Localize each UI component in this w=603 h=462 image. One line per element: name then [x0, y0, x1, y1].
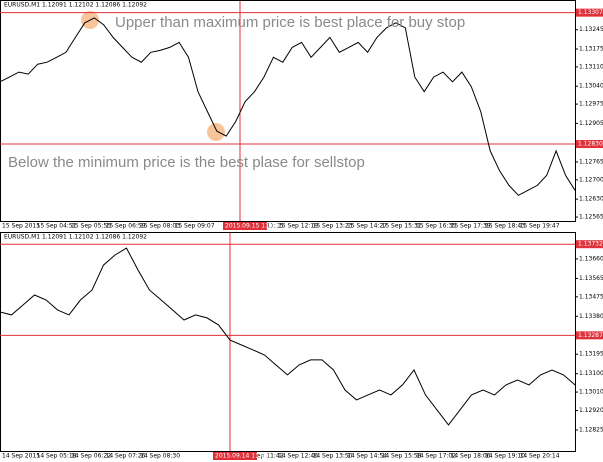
- chart-header: EURUSD,M1 1.12091 1.12102 1.12086 1.1209…: [4, 2, 147, 9]
- x-tick-label: 15 Sep 14:27: [347, 223, 387, 230]
- highlight-circle: [207, 123, 225, 141]
- x-tick-label: 14 Sep 13:50: [313, 453, 353, 460]
- x-tick-label: 15 Sep 2015: [2, 223, 40, 230]
- y-tick-label: 1.12630: [579, 196, 603, 203]
- annotation: Upper than maximum price is best place f…: [115, 14, 465, 31]
- y-tick-label: 1.13010: [579, 389, 603, 396]
- x-tick-label: 15 Sep 06:59: [106, 223, 146, 230]
- y-tick-label: 1.13110: [579, 63, 603, 70]
- x-tick-label: 14 Sep 06:22: [71, 453, 111, 460]
- level-label: 1.13287: [578, 332, 603, 339]
- annotation: Below the minimum price is the best plas…: [8, 154, 365, 171]
- x-tick-label: 15 Sep 08:03: [140, 223, 180, 230]
- x-tick-label: 14 Sep 19:10: [485, 453, 525, 460]
- x-tick-label: 15 Sep 18:43: [485, 223, 525, 230]
- x-tick-label: 14 Sep 11:42: [244, 453, 284, 460]
- x-tick-label: 14 Sep 15:58: [382, 453, 422, 460]
- x-tick-label: 15 Sep 04:51: [37, 223, 77, 230]
- x-tick-label: 14 Sep 2015: [2, 453, 40, 460]
- y-tick-label: 1.13100: [579, 370, 603, 377]
- x-tick-label: 15 Sep 16:35: [416, 223, 456, 230]
- y-tick-label: 1.13245: [579, 26, 603, 33]
- crosshair-label-bg: [223, 222, 267, 230]
- level-label: 1.12830: [578, 141, 603, 148]
- crosshair-label: 2015.09.14 11:00: [215, 453, 269, 460]
- y-tick-label: 1.13040: [579, 83, 603, 90]
- y-tick-label: 1.13565: [579, 275, 603, 282]
- x-tick-label: 14 Sep 14:54: [347, 453, 387, 460]
- y-tick-label: 1.12825: [579, 426, 603, 433]
- price-line: [0, 247, 576, 426]
- level-label-bg: [576, 240, 603, 249]
- y-tick-label: 1.13195: [579, 351, 603, 358]
- chart-frame: [0, 232, 576, 452]
- x-tick-label: 15 Sep 19:47: [520, 223, 560, 230]
- x-tick-label: 14 Sep 07:26: [106, 453, 146, 460]
- y-tick-label: 1.12765: [579, 158, 603, 165]
- y-tick-label: 1.12975: [579, 101, 603, 108]
- level-label-bg: [576, 331, 603, 340]
- chart-frame: [0, 0, 576, 222]
- y-tick-label: 1.13175: [579, 46, 603, 53]
- level-label-bg: [576, 140, 603, 149]
- x-tick-label: 14 Sep 12:46: [278, 453, 318, 460]
- x-tick-label: 15 Sep 15:31: [382, 223, 422, 230]
- x-tick-label: 14 Sep 18:06: [451, 453, 491, 460]
- price-line: [0, 17, 576, 196]
- x-tick-label: 14 Sep 20:14: [520, 453, 560, 460]
- x-tick-label: 14 Sep 05:18: [37, 453, 77, 460]
- y-tick-label: 1.12700: [579, 176, 603, 183]
- crosshair-label: 2015.09.15 11:00: [225, 223, 279, 230]
- x-tick-label: 15 Sep 05:55: [71, 223, 111, 230]
- level-label: 1.13732: [578, 241, 603, 248]
- level-label-bg: [576, 8, 603, 17]
- crosshair-label-bg: [213, 452, 257, 460]
- y-tick-label: 1.12905: [579, 120, 603, 127]
- chart-header: EURUSD,M1 1.12091 1.12102 1.12086 1.1209…: [4, 234, 147, 241]
- y-tick-label: 1.13660: [579, 255, 603, 262]
- x-tick-label: 15 Sep 09:07: [175, 223, 215, 230]
- x-tick-label: 14 Sep 08:30: [140, 453, 180, 460]
- x-tick-label: 15 Sep 13:23: [313, 223, 353, 230]
- y-tick-label: 1.13380: [579, 313, 603, 320]
- level-label: 1.13307: [578, 9, 603, 16]
- y-tick-label: 1.12565: [579, 214, 603, 221]
- y-tick-label: 1.12920: [579, 407, 603, 414]
- x-tick-label: 15 Sep 17:39: [451, 223, 491, 230]
- x-tick-label: 15 Sep 12:19: [278, 223, 318, 230]
- x-tick-label: 14 Sep 17:02: [416, 453, 456, 460]
- y-tick-label: 1.13475: [579, 293, 603, 300]
